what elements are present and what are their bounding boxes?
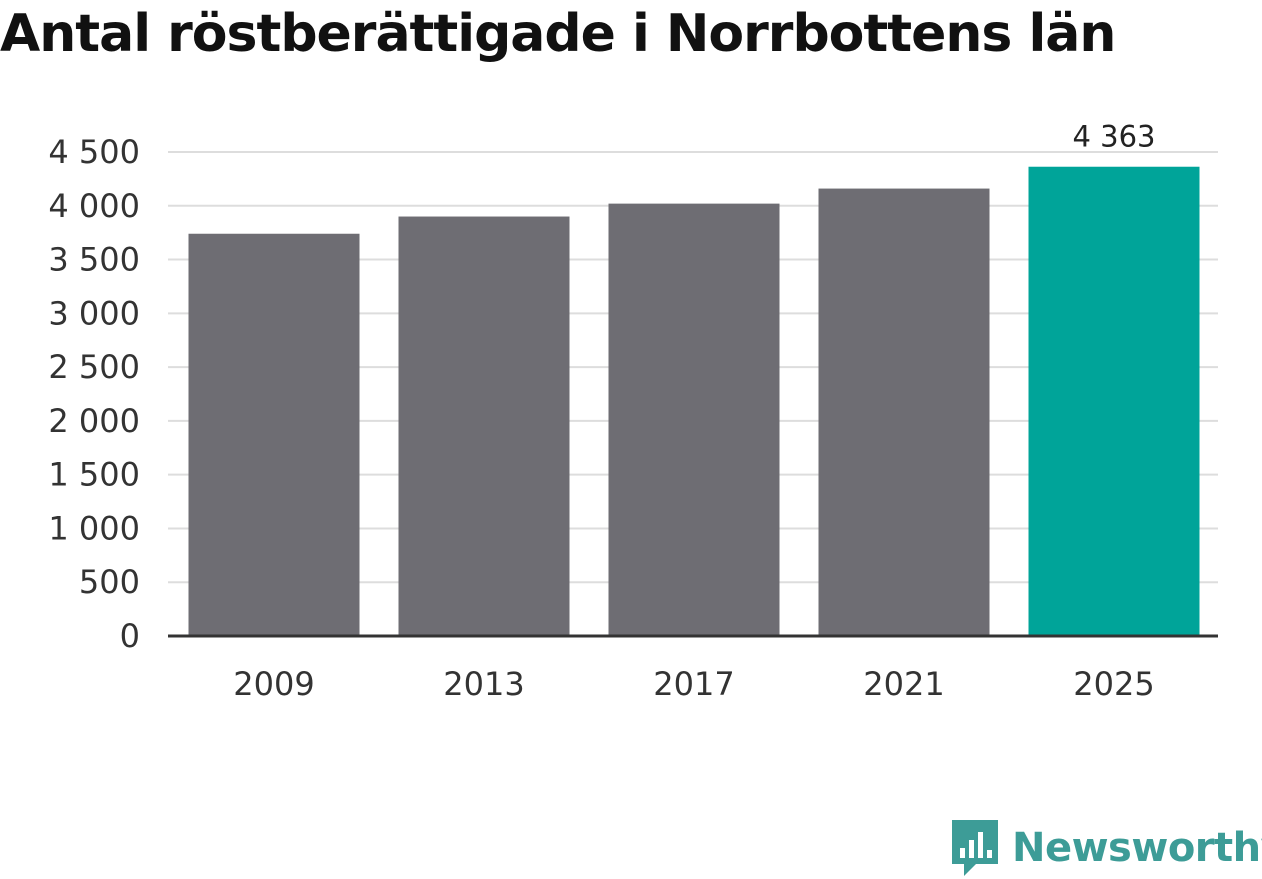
y-tick-label: 3 000 bbox=[48, 294, 140, 332]
bars bbox=[188, 166, 1200, 637]
bar-2021 bbox=[818, 188, 990, 636]
y-tick-label: 2 500 bbox=[48, 348, 140, 386]
y-tick-label: 2 000 bbox=[48, 402, 140, 440]
newsworthy-brand: Newsworthy bbox=[950, 818, 1262, 878]
y-tick-label: 1 000 bbox=[48, 509, 140, 547]
chart-title: Antal röstberättigade i Norrbottens län bbox=[0, 4, 1116, 64]
y-axis-tick-labels: 0 500 1 000 1 500 2 000 2 500 3 000 3 500 4 000 4… bbox=[48, 133, 140, 655]
x-tick-label: 2013 bbox=[443, 665, 524, 703]
x-tick-label: 2025 bbox=[1073, 665, 1154, 703]
data-label: 4 363 bbox=[1072, 120, 1155, 154]
data-labels: 4 363 bbox=[1072, 120, 1155, 154]
bar-2009 bbox=[188, 233, 360, 636]
y-tick-label: 4 500 bbox=[48, 133, 140, 171]
bar-2017 bbox=[608, 203, 780, 637]
newsworthy-logo-icon bbox=[952, 820, 998, 876]
x-tick-label: 2021 bbox=[863, 665, 944, 703]
bar-2025 bbox=[1028, 166, 1200, 636]
x-tick-label: 2017 bbox=[653, 665, 734, 703]
y-tick-label: 1 500 bbox=[48, 456, 140, 494]
brand-name: Newsworthy bbox=[1012, 825, 1262, 871]
y-tick-label: 4 000 bbox=[48, 187, 140, 225]
x-tick-label: 2009 bbox=[233, 665, 314, 703]
y-tick-label: 0 bbox=[120, 617, 140, 655]
bar-2013 bbox=[398, 216, 570, 637]
x-axis-tick-labels: 2009 2013 2017 2021 2025 bbox=[233, 665, 1154, 703]
y-tick-label: 500 bbox=[79, 563, 140, 601]
y-tick-label: 3 500 bbox=[48, 241, 140, 279]
